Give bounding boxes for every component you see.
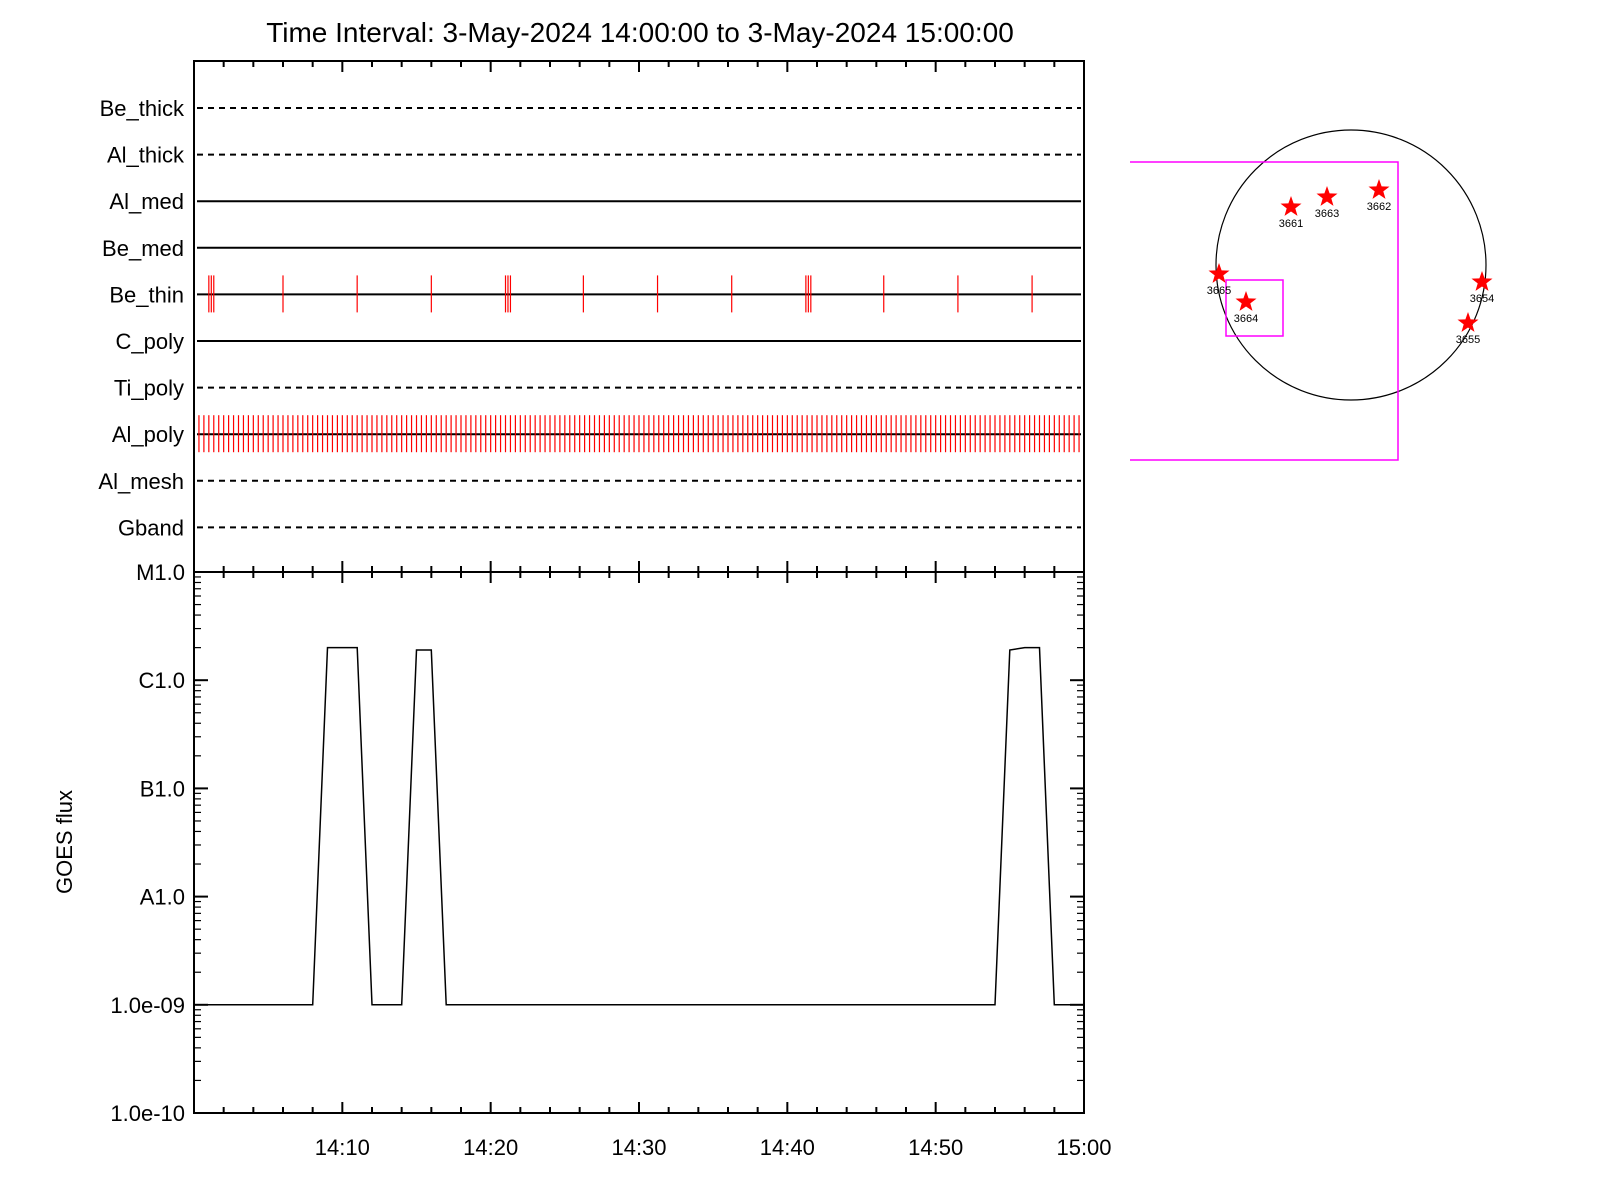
channel-label: Ti_poly [114,376,184,401]
chart-title: Time Interval: 3-May-2024 14:00:00 to 3-… [266,17,1014,48]
solar-disk-map: 3661 3663 3662 3665 3664 3654 3655 [1130,129,1494,461]
region-star-marker [1471,271,1493,291]
channel-label: Al_mesh [98,469,184,494]
timeline-frame [193,60,1085,573]
channel-label: Al_poly [112,422,184,447]
region-label: 3654 [1470,293,1494,305]
y-tick-label: C1.0 [139,668,185,693]
region-label: 3655 [1456,334,1480,346]
region-label: 3661 [1279,218,1303,230]
event-timeline-panel: Be_thick Al_thick Al_med Be_med Be_thin C_pol… [98,60,1085,573]
region-label: 3664 [1234,313,1258,325]
x-tick-label: 14:50 [908,1135,963,1160]
goes-flux-line [194,646,1084,1006]
detail-box [1225,279,1284,337]
region-label: 3662 [1367,201,1391,213]
channel-label: Al_med [109,189,184,214]
field-of-view-box [1130,161,1399,461]
solar-limb [1215,129,1487,401]
channel-label: Be_med [102,236,184,261]
y-tick-label: M1.0 [136,560,185,585]
region-label: 3665 [1207,285,1231,297]
region-star-marker [1368,179,1390,199]
y-tick-label: A1.0 [140,885,185,910]
channel-label: Be_thick [100,96,185,121]
y-tick-label: B1.0 [140,776,185,801]
region-label: 3663 [1315,208,1339,220]
region-star-marker [1208,263,1230,283]
channel-label: C_poly [116,329,184,354]
region-star-marker [1457,312,1479,332]
y-tick-label: 1.0e-09 [110,993,185,1018]
region-star-marker [1235,291,1257,311]
channel-label: Gband [118,515,184,540]
region-star-marker [1316,186,1338,206]
x-tick-label: 15:00 [1056,1135,1111,1160]
region-star-marker [1280,196,1302,216]
channel-label: Al_thick [107,143,185,168]
y-axis-label: GOES flux [52,790,77,894]
y-tick-label: 1.0e-10 [110,1101,185,1126]
goes-flux-panel: 14:10 14:20 14:30 14:40 14:50 15:00 1.0e-10 1.0… [52,560,1112,1160]
x-tick-label: 14:20 [463,1135,518,1160]
channel-label: Be_thin [109,282,184,307]
x-tick-label: 14:30 [611,1135,666,1160]
x-tick-label: 14:40 [760,1135,815,1160]
x-tick-label: 14:10 [315,1135,370,1160]
